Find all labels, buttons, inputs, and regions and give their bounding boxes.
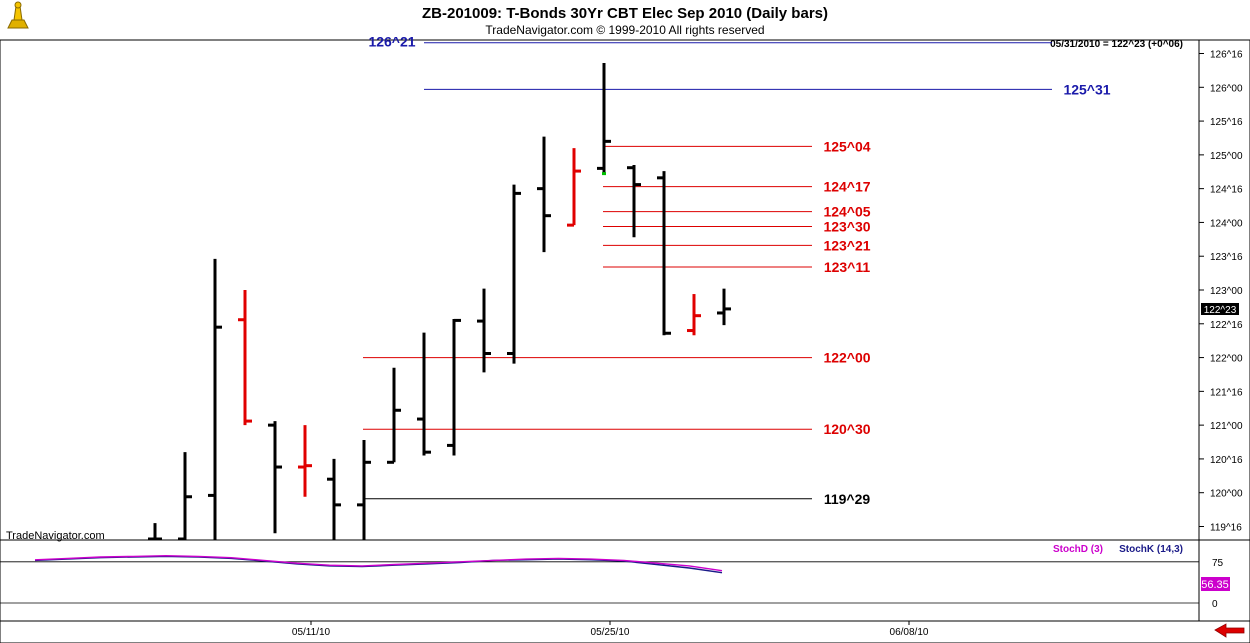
y-tick-label: 125^16 (1210, 117, 1243, 128)
level-label: 123^11 (824, 259, 871, 275)
level-label: 124^05 (823, 204, 870, 220)
stoch-d-legend: StochD (3) (1053, 544, 1103, 555)
chart-title: ZB-201009: T-Bonds 30Yr CBT Elec Sep 201… (422, 5, 828, 22)
level-label: 120^30 (823, 421, 870, 437)
last-price-marker: 122^23 (1201, 303, 1239, 316)
price-pane[interactable] (0, 40, 1199, 540)
level-label: 126^21 (368, 34, 415, 50)
y-tick-label: 126^00 (1210, 83, 1243, 94)
y-tick-label: 126^16 (1210, 50, 1243, 61)
level-label: 125^31 (1063, 81, 1110, 97)
logo-icon[interactable] (4, 2, 32, 32)
y-tick-label: 122^00 (1210, 354, 1243, 365)
y-tick-label: 121^16 (1210, 387, 1243, 398)
stoch-tick-label: 0 (1212, 599, 1218, 610)
y-tick-label: 123^16 (1210, 252, 1243, 263)
info-text: 05/31/2010 = 122^23 (+0^06) (1050, 39, 1183, 50)
y-tick-label: 124^00 (1210, 218, 1243, 229)
signal-dot (602, 172, 606, 175)
y-tick-label: 124^16 (1210, 185, 1243, 196)
x-tick-label: 06/08/10 (890, 627, 929, 638)
stochastic-pane[interactable] (0, 540, 1199, 621)
watermark-text: TradeNavigator.com (6, 530, 105, 542)
level-label: 125^04 (823, 138, 870, 154)
level-label: 124^17 (823, 179, 870, 195)
last-price-label: 122^23 (1204, 305, 1237, 316)
stoch-tick-label: 75 (1212, 558, 1224, 569)
stoch-value-label: 56.35 (1201, 579, 1229, 591)
y-tick-label: 123^00 (1210, 286, 1243, 297)
level-label: 122^00 (823, 350, 870, 366)
y-tick-label: 119^16 (1210, 522, 1242, 533)
x-tick-label: 05/11/10 (292, 627, 331, 638)
x-tick-label: 05/25/10 (591, 627, 630, 638)
level-label: 123^21 (823, 237, 870, 253)
level-label: 119^29 (824, 491, 871, 507)
y-tick-label: 120^16 (1210, 455, 1243, 466)
y-tick-label: 122^16 (1210, 320, 1243, 331)
y-tick-label: 121^00 (1210, 421, 1243, 432)
stoch-k-legend: StochK (14,3) (1119, 544, 1183, 555)
y-tick-label: 125^00 (1210, 151, 1243, 162)
copyright-text: TradeNavigator.com © 1999-2010 All right… (485, 23, 764, 37)
y-tick-label: 120^00 (1210, 489, 1243, 500)
level-label: 123^30 (823, 218, 870, 234)
